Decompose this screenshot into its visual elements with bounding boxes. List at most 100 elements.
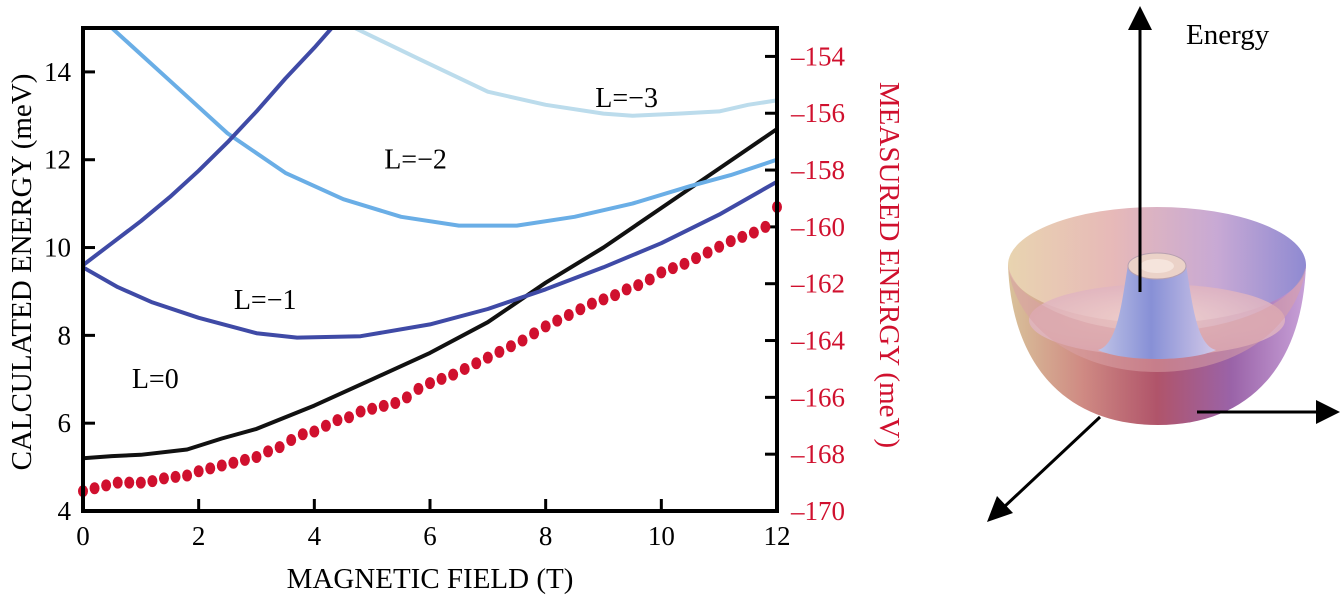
x-tick-label: 6: [423, 521, 437, 551]
measured-point: [621, 283, 632, 296]
depth-axis-arrowhead: [987, 496, 1013, 522]
series-label: L=−2: [384, 145, 447, 176]
plot-frame: [81, 26, 779, 513]
measured-point: [517, 334, 528, 347]
measured-point: [425, 377, 435, 390]
series-line-2: [110, 28, 777, 228]
x-tick-label: 2: [192, 521, 206, 551]
chart-tick-marks: [81, 54, 779, 513]
y2-tick-label: –170: [790, 496, 845, 526]
energy-chart: 0 2 4 6 8 10 12 4 6 8 10 12 14 –154 –156 –158 –160 –162 –1…: [6, 26, 905, 595]
measured-point: [112, 476, 123, 489]
measured-point: [147, 475, 158, 488]
measured-point: [344, 411, 355, 424]
central-peak: [1098, 265, 1216, 359]
y2-axis-title: MEASURED ENERGY (meV): [873, 82, 905, 448]
measured-point: [691, 252, 702, 265]
measured-point: [552, 314, 563, 327]
y-tick-label: 4: [58, 496, 72, 526]
measured-point: [239, 453, 250, 466]
measured-points-group: [78, 200, 782, 498]
measured-point: [494, 345, 505, 358]
measured-point: [193, 465, 204, 478]
y2-tick-label: –162: [790, 269, 845, 299]
series-line-1: [83, 179, 777, 340]
series-label: L=0: [132, 364, 179, 395]
measured-point: [367, 402, 378, 415]
mexican-hat-diagram: Energy: [987, 6, 1340, 522]
series-label: L=−3: [595, 83, 658, 114]
measured-point: [401, 391, 412, 404]
measured-point: [332, 414, 343, 427]
measured-point: [436, 372, 447, 385]
y-tick-label: 6: [58, 408, 72, 438]
measured-point: [378, 399, 389, 412]
measured-point: [182, 469, 193, 482]
x-tick-label: 4: [308, 521, 322, 551]
y-tick-label: 14: [44, 57, 72, 87]
x-tick-label: 10: [648, 521, 675, 551]
measured-point: [216, 459, 227, 472]
diagram-axes: [987, 6, 1340, 522]
measured-point: [598, 293, 609, 306]
series-line-4: [83, 28, 334, 267]
series-label: L=−1: [234, 285, 297, 316]
series-line-3: [353, 28, 777, 118]
measured-point: [760, 220, 771, 233]
measured-point: [170, 470, 181, 483]
x-tick-label: 12: [764, 521, 791, 551]
x-axis-arrowhead: [1316, 400, 1340, 424]
energy-axis-arrowhead: [1128, 6, 1152, 30]
measured-point: [297, 428, 308, 441]
measured-point: [274, 441, 285, 454]
measured-point: [459, 362, 470, 375]
y2-tick-label: –156: [790, 98, 845, 128]
measured-point: [656, 266, 667, 279]
measured-point: [124, 476, 135, 489]
y2-tick-label: –168: [790, 439, 845, 469]
measured-point: [679, 257, 690, 270]
measured-point: [228, 456, 239, 469]
y2-tick-label: –158: [790, 155, 845, 185]
energy-axis-label: Energy: [1186, 19, 1270, 51]
peak-top-hole: [1140, 259, 1174, 273]
measured-point: [633, 279, 644, 292]
measured-point: [725, 235, 736, 248]
x-axis-title: MAGNETIC FIELD (T): [287, 563, 574, 595]
chart-labels: 0 2 4 6 8 10 12 4 6 8 10 12 14 –154 –156 –158 –160 –162 –1…: [44, 41, 846, 551]
x-tick-label: 8: [539, 521, 553, 551]
y2-tick-label: –154: [790, 41, 846, 71]
measured-point: [205, 462, 216, 475]
depth-axis-line: [1001, 415, 1102, 510]
measured-point: [309, 425, 320, 438]
y2-tick-label: –160: [790, 212, 845, 242]
measured-point: [158, 472, 169, 485]
measured-point: [89, 482, 100, 495]
measured-point: [471, 357, 482, 370]
chart-series-group: [83, 28, 777, 461]
measured-point: [644, 273, 655, 286]
measured-point: [135, 476, 146, 489]
measured-point: [355, 405, 366, 418]
measured-point: [714, 240, 725, 253]
measured-point: [448, 368, 459, 381]
measured-point: [737, 230, 748, 243]
y2-tick-label: –166: [790, 382, 845, 412]
y-tick-label: 8: [58, 320, 72, 350]
measured-point: [320, 419, 331, 432]
y2-tick-label: –164: [790, 326, 846, 356]
series-line-0: [83, 127, 777, 461]
x-tick-label: 0: [76, 521, 90, 551]
measured-point: [563, 308, 574, 321]
measured-point: [748, 226, 759, 239]
measured-point: [575, 303, 586, 316]
y-tick-label: 12: [44, 145, 71, 175]
measured-point: [263, 445, 274, 458]
measured-point: [702, 246, 713, 259]
measured-point: [540, 320, 551, 333]
measured-point: [610, 289, 621, 302]
measured-point: [390, 397, 401, 410]
measured-point: [286, 433, 297, 446]
measured-point: [251, 451, 262, 464]
measured-point: [667, 262, 678, 275]
